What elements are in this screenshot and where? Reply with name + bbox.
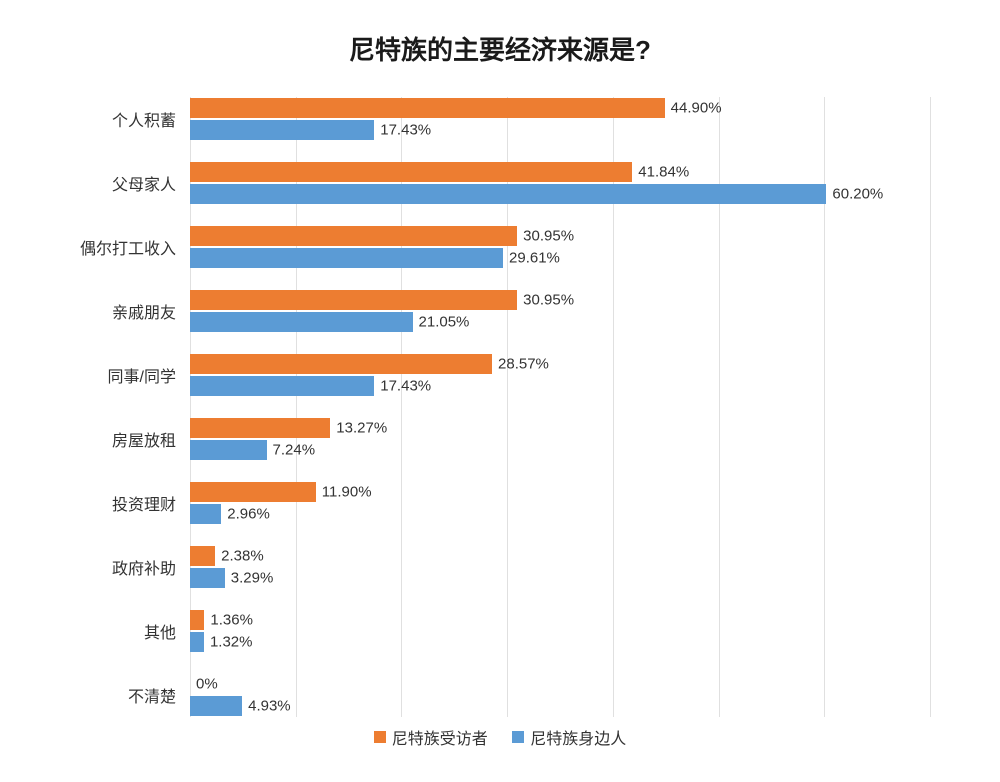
category-row: 父母家人41.84%60.20% (190, 162, 930, 204)
category-row: 亲戚朋友30.95%21.05% (190, 290, 930, 332)
bar-value-label: 1.32% (210, 634, 253, 651)
bar-value-label: 17.43% (380, 378, 431, 395)
bar-series-1: 29.61% (190, 248, 503, 268)
bar-series-1: 7.24% (190, 440, 267, 460)
bar-value-label: 28.57% (498, 356, 549, 373)
bar-value-label: 0% (196, 676, 218, 693)
plot-area: 个人积蓄44.90%17.43% 父母家人41.84%60.20% 偶尔打工收入30… (190, 97, 930, 717)
bar-series-1: 3.29% (190, 568, 225, 588)
bar-value-label: 60.20% (832, 186, 883, 203)
legend-label-1: 尼特族身边人 (530, 725, 626, 749)
bar-series-1: 17.43% (190, 376, 374, 396)
bar-value-label: 11.90% (322, 484, 372, 501)
bar-value-label: 30.95% (523, 228, 574, 245)
category-row: 投资理财11.90%2.96% (190, 482, 930, 524)
category-label: 个人积蓄 (112, 107, 176, 131)
bar-series-1: 2.96% (190, 504, 221, 524)
category-label: 偶尔打工收入 (80, 235, 176, 259)
chart-container: 尼特族的主要经济来源是? 个人积蓄44.90%17.43%父母家人41.84%6… (0, 0, 1000, 782)
legend-label-0: 尼特族受访者 (392, 725, 488, 749)
category-row: 同事/同学28.57%17.43% (190, 354, 930, 396)
category-row: 房屋放租13.27%7.24% (190, 418, 930, 460)
bar-series-0: 11.90% (190, 482, 316, 502)
chart-title: 尼特族的主要经济来源是? (40, 30, 960, 67)
bar-value-label: 30.95% (523, 292, 574, 309)
bar-series-0: 13.27% (190, 418, 330, 438)
bar-value-label: 13.27% (336, 420, 387, 437)
bar-value-label: 41.84% (638, 164, 689, 181)
category-label: 不清楚 (128, 683, 176, 707)
bar-series-0: 2.38% (190, 546, 215, 566)
bar-value-label: 21.05% (419, 314, 470, 331)
category-row: 不清楚0%4.93% (190, 674, 930, 716)
bar-value-label: 2.38% (221, 548, 264, 565)
bar-series-1: 1.32% (190, 632, 204, 652)
grid-line (930, 97, 931, 717)
category-row: 偶尔打工收入30.95%29.61% (190, 226, 930, 268)
category-label: 父母家人 (112, 171, 176, 195)
bar-series-0: 44.90% (190, 98, 665, 118)
category-row: 个人积蓄44.90%17.43% (190, 98, 930, 140)
bar-series-0: 41.84% (190, 162, 632, 182)
bar-value-label: 3.29% (231, 570, 274, 587)
category-label: 政府补助 (112, 555, 176, 579)
bar-series-1: 60.20% (190, 184, 826, 204)
legend-swatch-0 (374, 731, 386, 743)
bar-series-0: 30.95% (190, 226, 517, 246)
bar-value-label: 44.90% (671, 100, 722, 117)
legend-swatch-1 (512, 731, 524, 743)
category-label: 投资理财 (112, 491, 176, 515)
legend-item-0: 尼特族受访者 (374, 725, 488, 749)
bar-series-1: 21.05% (190, 312, 413, 332)
bar-value-label: 2.96% (227, 506, 270, 523)
bar-series-0: 28.57% (190, 354, 492, 374)
category-label: 亲戚朋友 (112, 299, 176, 323)
bar-value-label: 1.36% (210, 612, 253, 629)
bar-value-label: 7.24% (273, 442, 316, 459)
category-label: 房屋放租 (112, 427, 176, 451)
bar-series-1: 17.43% (190, 120, 374, 140)
bar-series-1: 4.93% (190, 696, 242, 716)
legend: 尼特族受访者 尼特族身边人 (40, 725, 960, 749)
legend-item-1: 尼特族身边人 (512, 725, 626, 749)
category-row: 政府补助2.38%3.29% (190, 546, 930, 588)
bar-series-0: 30.95% (190, 290, 517, 310)
bar-value-label: 29.61% (509, 250, 560, 267)
bar-series-0: 1.36% (190, 610, 204, 630)
category-label: 同事/同学 (108, 363, 176, 387)
bar-value-label: 17.43% (380, 122, 431, 139)
bar-value-label: 4.93% (248, 698, 291, 715)
category-label: 其他 (144, 619, 176, 643)
category-row: 其他1.36%1.32% (190, 610, 930, 652)
